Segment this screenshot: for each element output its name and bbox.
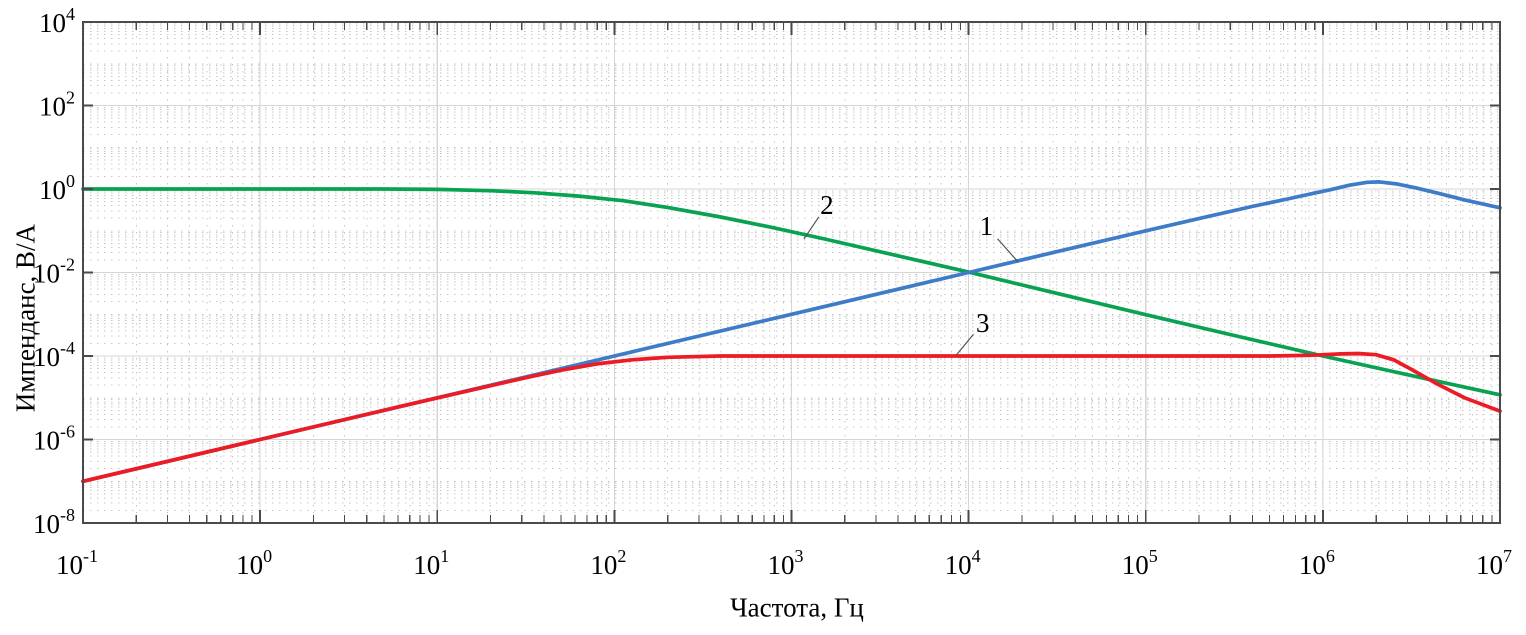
y-tick-label: 10-4	[33, 338, 75, 372]
curve-label-3: 3	[976, 308, 990, 338]
annotation-leader-1	[997, 238, 1019, 263]
x-tick-label: 104	[945, 546, 981, 580]
curve-label-1: 1	[980, 211, 994, 241]
x-tick-label: 100	[236, 546, 272, 580]
x-axis-title: Частота, Гц	[730, 592, 864, 623]
y-tick-label: 10-2	[33, 255, 75, 289]
curve-1	[81, 180, 1502, 484]
curve-2	[81, 187, 1502, 397]
x-tick-label: 105	[1122, 546, 1158, 580]
x-tick-label: 102	[590, 546, 626, 580]
x-tick-label: 107	[1476, 546, 1512, 580]
annotation-leader-3	[955, 333, 974, 356]
y-tick-label: 100	[39, 171, 75, 205]
x-tick-labels: 10-1 100 101 102 103 104 105 106 107	[56, 546, 1512, 580]
tick-marks	[83, 22, 1500, 523]
x-tick-label: 103	[768, 546, 804, 580]
x-tick-label: 10-1	[56, 546, 98, 580]
annotations: 1 2 3	[803, 190, 1019, 356]
curve-3	[81, 351, 1502, 484]
curve-label-2: 2	[820, 190, 834, 220]
y-tick-label: 10-8	[33, 505, 75, 539]
curves	[81, 180, 1502, 484]
y-tick-label: 10-6	[33, 422, 75, 456]
y-tick-labels: 104 102 100 10-2 10-4 10-6 10-8	[33, 4, 75, 539]
x-tick-label: 106	[1299, 546, 1335, 580]
y-tick-label: 102	[39, 88, 75, 122]
y-axis-title: Импенданс, В/А	[10, 223, 41, 413]
major-grid	[83, 22, 1500, 523]
x-tick-label: 101	[413, 546, 449, 580]
y-tick-label: 104	[39, 4, 75, 38]
annotation-leader-2	[803, 216, 820, 240]
